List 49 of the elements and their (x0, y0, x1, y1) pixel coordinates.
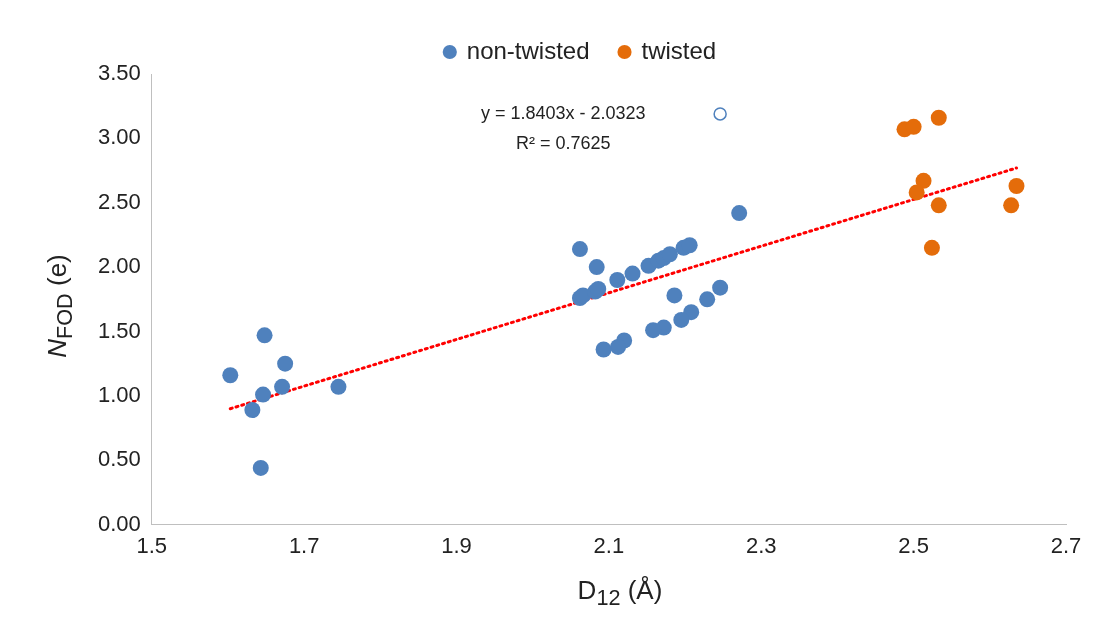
point (699, 291, 716, 308)
point (930, 197, 947, 214)
annotation: y = 1.8403x - 2.0323 (480, 102, 646, 123)
annotation: R² = 0.7625 (515, 132, 611, 153)
point (681, 237, 698, 254)
point (915, 172, 932, 189)
y-tick-label: 2.00 (97, 253, 141, 279)
point (277, 355, 294, 372)
y-tick-label: 1.50 (97, 317, 141, 343)
x-tick-label: 1.9 (441, 532, 472, 558)
point (610, 338, 627, 355)
x-tick-label: 2.7 (1050, 532, 1082, 558)
point (252, 459, 269, 476)
point (712, 279, 729, 296)
point (609, 271, 626, 288)
point (673, 311, 690, 328)
legend-label: twisted (641, 36, 717, 64)
y-tick-label: 3.00 (97, 124, 141, 150)
point (256, 327, 273, 344)
point (274, 378, 291, 395)
point (588, 259, 605, 276)
point (908, 184, 925, 201)
point (645, 322, 662, 339)
point (244, 402, 261, 419)
y-tick-label: 0.50 (97, 446, 141, 472)
point (666, 287, 683, 304)
x-tick-label: 2.5 (898, 532, 929, 558)
point (624, 265, 641, 282)
point (571, 241, 588, 258)
point (661, 246, 678, 263)
point (1008, 178, 1025, 195)
y-tick-label: 3.50 (97, 60, 141, 86)
x-tick-label: 2.1 (593, 532, 625, 558)
point (255, 386, 272, 403)
point (222, 367, 239, 384)
point (731, 205, 748, 222)
x-tick-label: 1.7 (288, 532, 320, 558)
y-tick-label: 1.00 (97, 381, 141, 407)
point (330, 378, 347, 395)
x-axis-title: D$_{12}$ (Å) (577, 575, 663, 612)
point (930, 109, 947, 126)
point (923, 239, 940, 256)
point (1003, 197, 1020, 214)
x-tick-label: 2.3 (745, 532, 777, 558)
point (713, 107, 727, 121)
point (595, 341, 612, 358)
point (905, 118, 922, 135)
y-tick-label: 2.50 (97, 188, 141, 214)
legend-label: non-twisted (466, 36, 590, 64)
